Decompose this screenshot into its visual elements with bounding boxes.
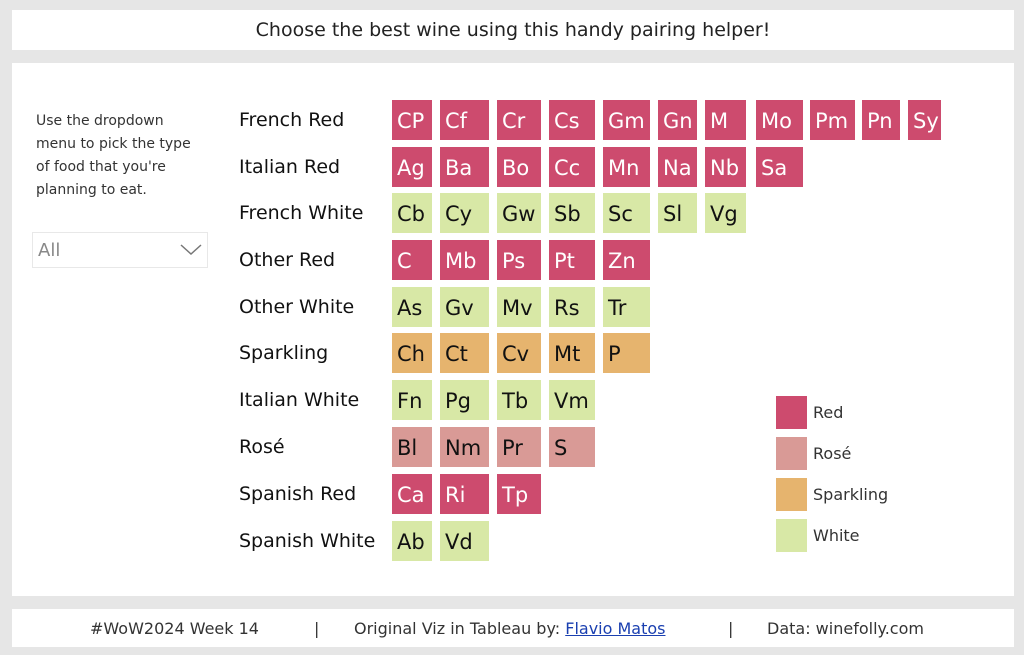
wine-tile[interactable]: Gm <box>603 100 650 140</box>
wine-tile[interactable]: Pg <box>440 380 489 420</box>
wine-tile[interactable]: Tr <box>603 287 650 327</box>
row-label: Italian White <box>239 389 360 411</box>
wine-tile[interactable]: Ps <box>497 240 541 280</box>
legend-label: White <box>813 526 860 545</box>
wine-tile[interactable]: Vd <box>440 521 489 561</box>
wine-tile[interactable]: Pt <box>549 240 595 280</box>
wine-tile[interactable]: Mv <box>497 287 541 327</box>
wine-tile[interactable]: Ab <box>392 521 432 561</box>
wine-tile[interactable]: Sl <box>658 193 697 233</box>
wine-tile[interactable]: Ag <box>392 147 432 187</box>
wine-tile[interactable]: Pm <box>810 100 855 140</box>
wine-tile[interactable]: C <box>392 240 432 280</box>
wine-tile[interactable]: Cr <box>497 100 541 140</box>
wine-tile[interactable]: Pr <box>497 427 541 467</box>
wine-tile[interactable]: Mt <box>549 333 595 373</box>
legend-swatch <box>776 437 807 470</box>
author-link[interactable]: Flavio Matos <box>565 619 666 638</box>
footer-separator: | <box>728 619 734 638</box>
wine-tile[interactable]: Zn <box>603 240 650 280</box>
row-label: Other White <box>239 296 355 318</box>
wine-tile[interactable]: Sa <box>756 147 803 187</box>
footer: #WoW2024 Week 14 | Original Viz in Table… <box>12 609 1014 647</box>
wine-tile[interactable]: S <box>549 427 595 467</box>
footer-credit: Original Viz in Tableau by: Flavio Matos <box>354 619 665 638</box>
legend-item: Red <box>776 396 843 429</box>
legend-item: White <box>776 519 860 552</box>
wine-tile[interactable]: Sy <box>908 100 941 140</box>
wine-tile[interactable]: Cs <box>549 100 595 140</box>
wine-tile[interactable]: Cv <box>497 333 541 373</box>
row-label: Sparkling <box>239 342 329 364</box>
row-label: French White <box>239 202 364 224</box>
page-title-text: Choose the best wine using this handy pa… <box>255 19 771 41</box>
wine-tile[interactable]: M <box>705 100 746 140</box>
wine-tile[interactable]: Pn <box>862 100 900 140</box>
wine-tile[interactable]: Cc <box>549 147 595 187</box>
viz-panel: Use the dropdown menu to pick the type o… <box>12 63 1014 596</box>
wine-tile[interactable]: Mn <box>603 147 650 187</box>
wine-tile[interactable]: Fn <box>392 380 432 420</box>
wine-tile[interactable]: Vg <box>705 193 746 233</box>
wine-tile[interactable]: Vm <box>549 380 595 420</box>
legend-label: Sparkling <box>813 485 889 504</box>
legend-item: Sparkling <box>776 478 888 511</box>
chevron-down-icon <box>180 244 202 256</box>
wine-tile[interactable]: Ca <box>392 474 432 514</box>
wine-tile[interactable]: Rs <box>549 287 595 327</box>
legend-swatch <box>776 519 807 552</box>
wine-tile[interactable]: Tb <box>497 380 541 420</box>
wine-tile[interactable]: Ct <box>440 333 489 373</box>
wine-tile[interactable]: Nb <box>705 147 746 187</box>
wine-tile[interactable]: Nm <box>440 427 489 467</box>
footer-data-source: Data: winefolly.com <box>767 619 924 638</box>
wine-tile[interactable]: Cy <box>440 193 489 233</box>
wine-tile[interactable]: Bo <box>497 147 541 187</box>
row-label: French Red <box>239 109 345 131</box>
footer-separator: | <box>314 619 320 638</box>
instructions-text: Use the dropdown menu to pick the type o… <box>36 113 191 198</box>
legend-swatch <box>776 396 807 429</box>
wine-tile[interactable]: Tp <box>497 474 541 514</box>
page-title: Choose the best wine using this handy pa… <box>12 10 1014 50</box>
row-label: Spanish White <box>239 530 376 552</box>
wine-tile[interactable]: Mb <box>440 240 489 280</box>
dropdown-value: All <box>38 239 61 261</box>
wine-tile[interactable]: Gw <box>497 193 541 233</box>
wine-tile[interactable]: Bl <box>392 427 432 467</box>
footer-week: #WoW2024 Week 14 <box>90 619 259 638</box>
credit-prefix: Original Viz in Tableau by: <box>354 619 566 638</box>
wine-tile[interactable]: Gv <box>440 287 489 327</box>
food-type-dropdown[interactable]: All <box>32 232 208 268</box>
legend-swatch <box>776 478 807 511</box>
legend-label: Rosé <box>813 444 852 463</box>
legend-item: Rosé <box>776 437 851 470</box>
wine-tile[interactable]: Mo <box>756 100 803 140</box>
row-label: Italian Red <box>239 156 341 178</box>
wine-tile[interactable]: Ch <box>392 333 432 373</box>
legend-label: Red <box>813 403 844 422</box>
wine-tile[interactable]: Na <box>658 147 697 187</box>
wine-tile[interactable]: Ri <box>440 474 489 514</box>
wine-tile[interactable]: As <box>392 287 432 327</box>
row-label: Other Red <box>239 249 336 271</box>
wine-tile[interactable]: Cb <box>392 193 432 233</box>
row-label: Spanish Red <box>239 483 357 505</box>
wine-tile[interactable]: Ba <box>440 147 489 187</box>
wine-tile[interactable]: Sb <box>549 193 595 233</box>
wine-tile[interactable]: P <box>603 333 650 373</box>
wine-tile[interactable]: Cf <box>440 100 489 140</box>
wine-tile[interactable]: Sc <box>603 193 650 233</box>
wine-tile[interactable]: CP <box>392 100 432 140</box>
row-label: Rosé <box>239 436 285 458</box>
wine-tile[interactable]: Gn <box>658 100 697 140</box>
